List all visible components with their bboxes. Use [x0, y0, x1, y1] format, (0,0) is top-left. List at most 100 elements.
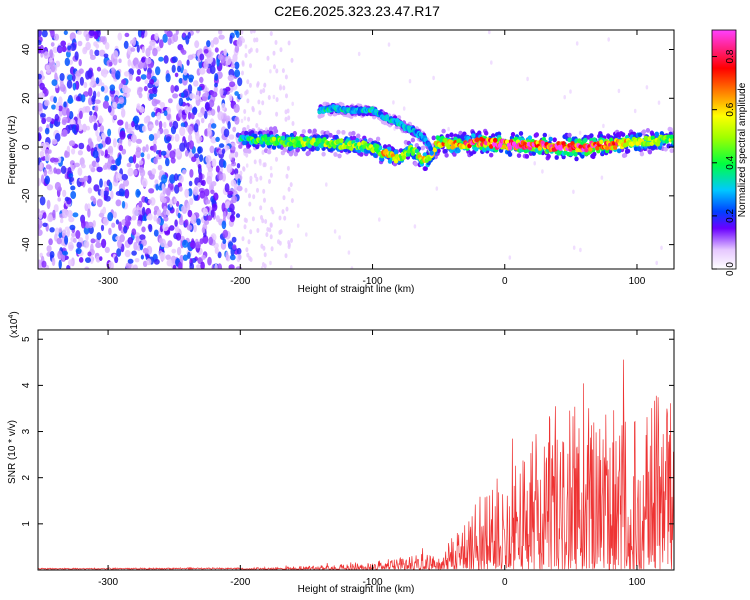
- spectrogram-noise-dot: [160, 150, 167, 156]
- spectrogram-main-trace-dot: [613, 145, 618, 150]
- spectrogram-noise-dot: [244, 44, 248, 49]
- spectrogram-noise-dot: [83, 240, 90, 249]
- spectrogram-noise-dot: [228, 264, 235, 269]
- spectrogram-noise-dot: [118, 144, 124, 152]
- spectrogram-noise-dot: [142, 248, 149, 254]
- spectrogram-noise-dot: [39, 150, 45, 158]
- snr-frame: [37, 329, 675, 571]
- spectrogram-noise-dot: [255, 176, 259, 182]
- spectrogram-noise-dot: [104, 149, 108, 157]
- spectrogram-noise-dot: [66, 107, 70, 118]
- spectrogram-noise-dot: [201, 254, 206, 260]
- spectrogram-noise-dot: [178, 261, 183, 269]
- spectrogram-noise-dot: [178, 219, 185, 226]
- spectrogram-noise-dot: [42, 222, 48, 227]
- spectrogram-noise-dot: [68, 173, 74, 179]
- spectrogram-noise-dot: [39, 82, 45, 91]
- spectrogram-noise-dot: [38, 229, 43, 236]
- spectrogram-noise-dot: [104, 246, 110, 253]
- spectrogram-noise-dot: [190, 214, 197, 225]
- spectrogram-noise-dot: [49, 49, 53, 58]
- spectrogram-noise-dot: [167, 37, 172, 46]
- spectrogram-noise-dot: [103, 216, 109, 226]
- spectrogram-main-trace-dot: [595, 145, 600, 151]
- spectrogram-main-trace-dot: [266, 149, 272, 155]
- spectrogram-noise-dot: [217, 54, 224, 61]
- spectrogram-noise-dot: [252, 30, 256, 34]
- spectrogram-noise-dot: [134, 124, 140, 131]
- spectrogram-noise-dot: [78, 177, 86, 183]
- spectrogram-noise-dot: [221, 220, 227, 230]
- spectrogram-noise-dot: [39, 196, 46, 206]
- spectrogram-noise-dot: [67, 74, 74, 81]
- spectrogram-noise-dot: [112, 138, 117, 148]
- spectrogram-noise-dot: [215, 136, 220, 142]
- spectrogram-noise-dot: [160, 102, 166, 110]
- spectrogram-noise-dot: [257, 99, 261, 105]
- spectrogram-noise-dot: [197, 112, 203, 118]
- spectrogram-y-label: Frequency (Hz): [7, 116, 18, 185]
- spectrogram-noise-dot: [38, 212, 43, 220]
- spectrogram-noise-dot: [279, 47, 283, 53]
- spectrogram-noise-dot: [59, 80, 64, 88]
- spectrogram-noise-dot: [38, 30, 42, 37]
- spectrogram-main-trace-dot: [663, 146, 668, 152]
- spectrogram-noise-dot: [132, 154, 137, 164]
- spectrogram-noise-dot: [227, 190, 234, 196]
- spectrogram-noise-dot: [262, 162, 266, 168]
- spectrogram-noise-dot: [225, 139, 230, 144]
- spectrogram-main-trace-dot: [471, 133, 476, 139]
- spectrogram-noise-dot: [59, 73, 65, 81]
- spectrogram-noise-dot: [141, 226, 146, 233]
- spectrogram-noise-dot: [63, 30, 68, 36]
- spectrogram-noise-dot: [247, 116, 251, 122]
- spectrogram-noise-dot: [51, 104, 56, 110]
- spectrogram-noise-dot: [44, 153, 51, 162]
- spectrogram-noise-dot: [199, 136, 203, 142]
- spectrogram-noise-dot: [180, 92, 185, 98]
- spectrogram-noise-dot: [87, 69, 93, 79]
- spectrogram-noise-dot: [118, 188, 125, 197]
- spectrogram-noise-dot: [146, 258, 152, 266]
- spectrogram-noise-dot: [110, 190, 114, 200]
- spectrogram-noise-dot: [229, 35, 233, 44]
- spectrogram-noise-dot: [42, 212, 47, 219]
- spectrogram-noise-dot: [235, 266, 242, 269]
- spectrogram-main-trace-dot: [446, 144, 451, 150]
- spectrogram-main-trace-dot: [359, 152, 364, 157]
- spectrogram-noise-dot: [139, 234, 146, 241]
- spectrogram-noise-dot: [81, 163, 86, 169]
- spectrogram-noise-dot: [95, 77, 100, 85]
- spectrogram-main-trace-dot: [452, 152, 457, 157]
- spectrogram-main-trace-dot: [507, 152, 513, 157]
- spectrogram-noise-dot: [177, 182, 182, 188]
- spectrogram-noise-dot: [225, 55, 232, 66]
- spectrogram-noise-dot: [408, 79, 412, 84]
- spectrogram-main-trace-dot: [289, 132, 295, 138]
- spectrogram-main-trace-dot: [620, 132, 626, 138]
- spectrogram-noise-dot: [242, 38, 245, 44]
- spectrogram-noise-dot: [600, 175, 604, 180]
- spectrogram-noise-dot: [231, 195, 238, 204]
- spectrogram-noise-dot: [43, 168, 48, 177]
- spectrogram-main-trace-dot: [542, 132, 547, 138]
- spectrogram-noise-dot: [171, 248, 177, 254]
- spectrogram-noise-dot: [184, 150, 189, 157]
- spectrogram-noise-dot: [153, 229, 159, 237]
- spectrogram-noise-dot: [269, 234, 273, 240]
- spectrogram-noise-dot: [138, 92, 143, 99]
- spectrogram-noise-dot: [259, 89, 263, 95]
- spectrogram-noise-dot: [269, 166, 273, 171]
- spectrogram-noise-dot: [176, 246, 182, 256]
- spectrogram-noise-dot: [108, 227, 112, 236]
- spectrogram-noise-dot: [142, 146, 146, 153]
- spectrogram-main-trace-dot: [255, 144, 260, 150]
- spectrogram-noise-dot: [121, 108, 126, 118]
- spectrogram-noise-dot: [488, 30, 491, 35]
- spectrogram-noise-dot: [255, 48, 259, 53]
- spectrogram-noise-dot: [121, 148, 127, 155]
- spectrogram-main-trace-dot: [382, 144, 388, 150]
- spectrogram-noise-dot: [125, 262, 132, 269]
- spectrogram-noise-dot: [116, 248, 122, 257]
